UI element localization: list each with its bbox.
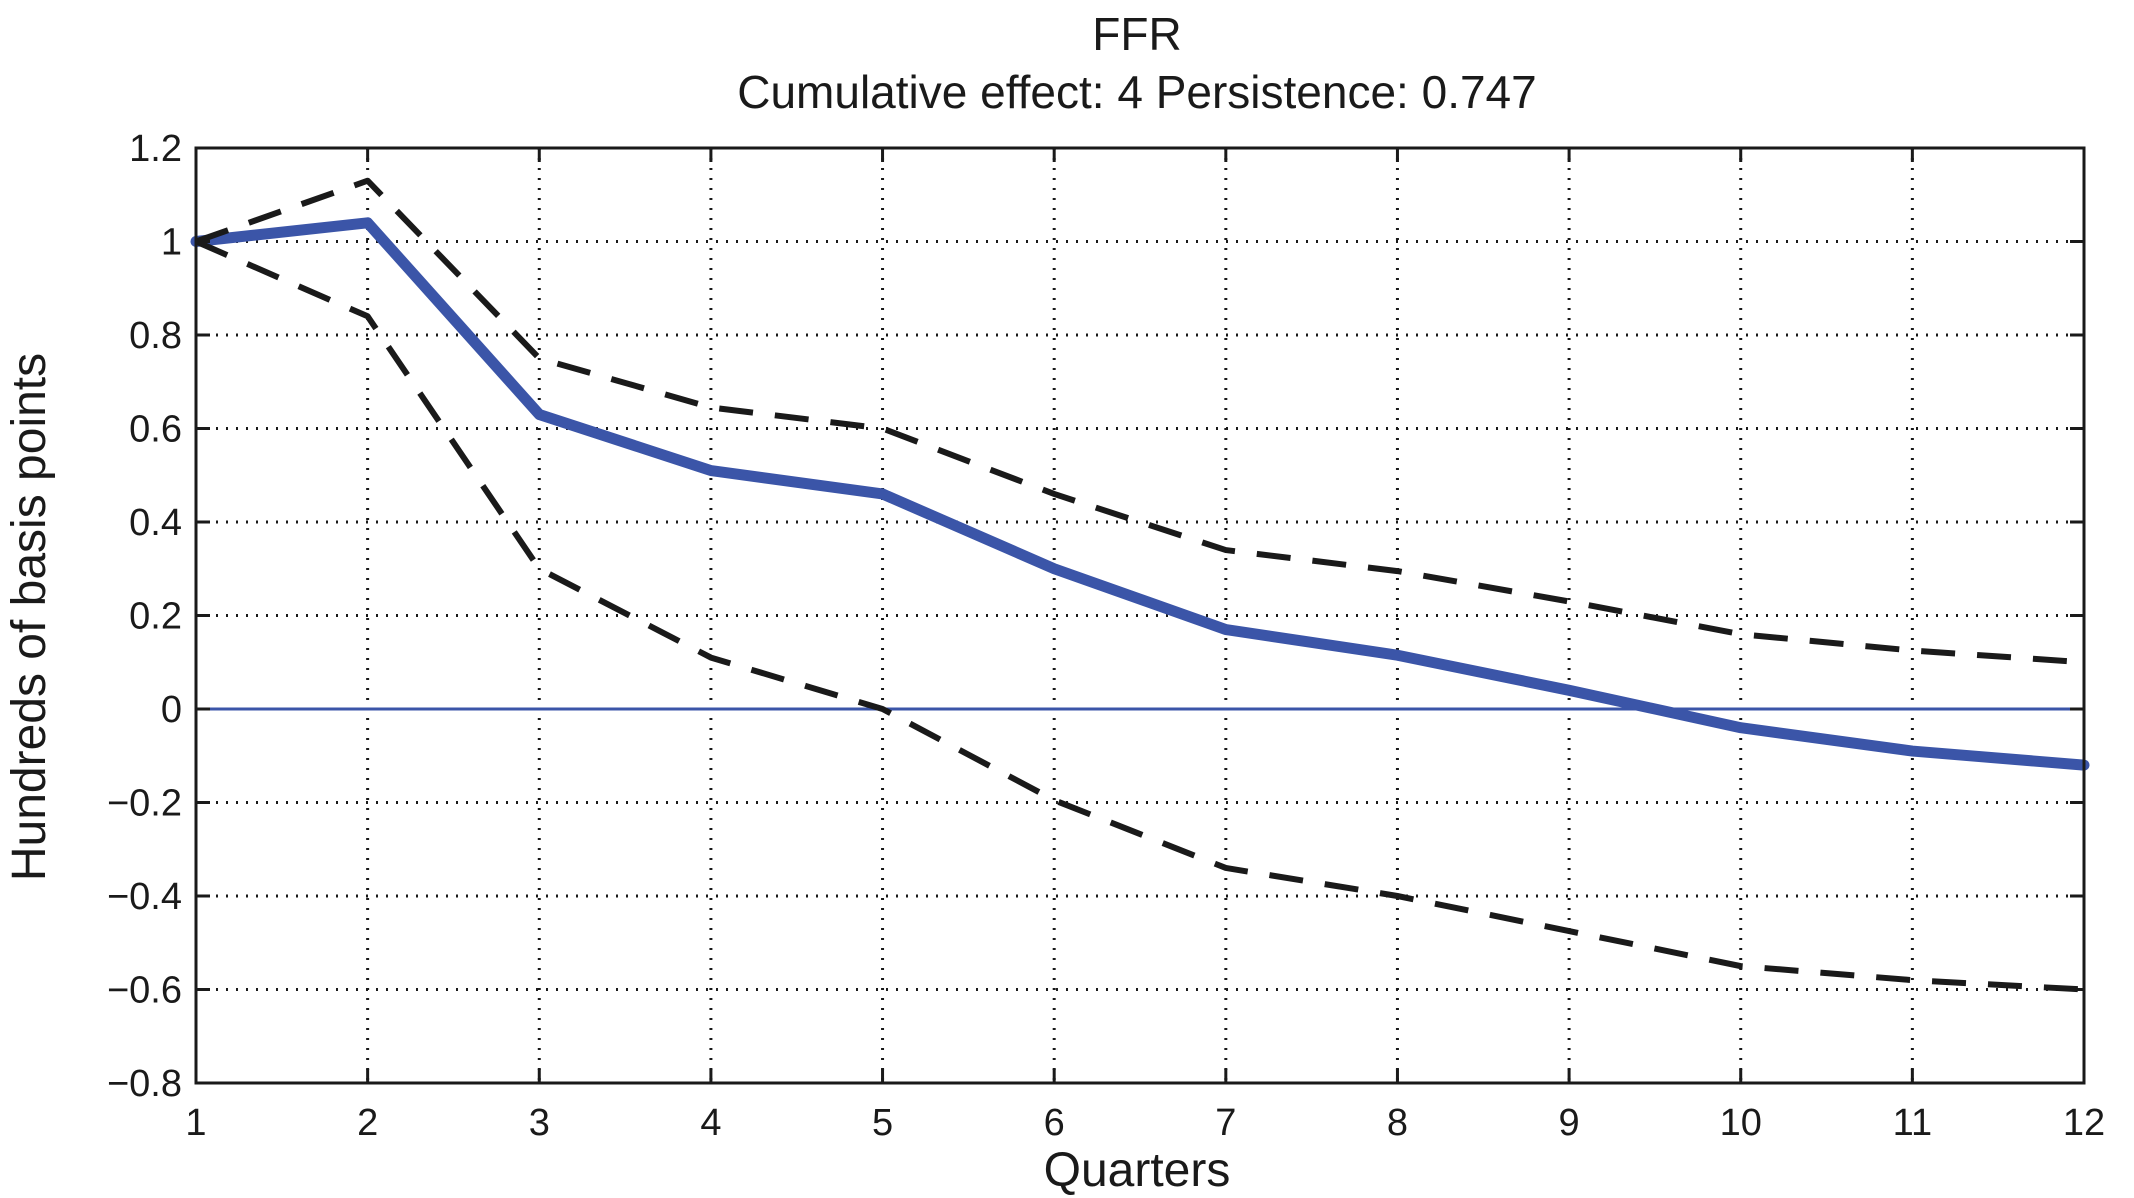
y-axis-label: Hundreds of basis points — [3, 353, 56, 881]
y-tick-label: 0.4 — [129, 502, 182, 544]
x-tick-label: 4 — [700, 1102, 721, 1144]
y-tick-label: −0.4 — [107, 876, 182, 918]
x-tick-label: 10 — [1720, 1102, 1762, 1144]
x-tick-label: 11 — [1893, 1102, 1932, 1144]
y-tick-label: 1.2 — [129, 128, 182, 170]
y-tick-label: 0 — [161, 689, 182, 731]
grid — [196, 148, 2084, 1083]
y-tick-label: 1 — [161, 222, 182, 264]
y-tick-label: −0.6 — [107, 970, 182, 1012]
x-tick-label: 9 — [1559, 1102, 1580, 1144]
x-axis-label: Quarters — [1044, 1144, 1231, 1197]
x-tick-label: 2 — [357, 1102, 378, 1144]
y-tick-label: 0.8 — [129, 315, 182, 357]
x-tick-label: 1 — [185, 1102, 206, 1144]
y-tick-label: −0.2 — [107, 783, 182, 825]
series-line-upper-band — [194, 177, 2085, 666]
x-tick-label: 3 — [529, 1102, 550, 1144]
y-tick-label: −0.8 — [107, 1063, 182, 1105]
x-tick-label: 12 — [2063, 1102, 2105, 1144]
y-tick-label: 0.2 — [129, 596, 182, 638]
y-tick-label: 0.6 — [129, 409, 182, 451]
series-line-lower-band — [194, 238, 2085, 993]
x-tick-label: 5 — [872, 1102, 893, 1144]
series-group — [190, 177, 2090, 993]
x-tick-label: 6 — [1044, 1102, 1065, 1144]
chart-title: FFR — [1092, 8, 1181, 60]
ticks: 1 2 3 4 5 6 7 8 9 10 11 12−0.8−0.6−0.4−0.200.20.40.… — [107, 128, 2105, 1144]
series-line-median — [190, 217, 2090, 771]
plot-frame — [194, 146, 2086, 1085]
chart-subtitle: Cumulative effect: 4 Persistence: 0.747 — [737, 66, 1536, 118]
x-tick-label: 7 — [1215, 1102, 1236, 1144]
x-tick-label: 8 — [1387, 1102, 1408, 1144]
